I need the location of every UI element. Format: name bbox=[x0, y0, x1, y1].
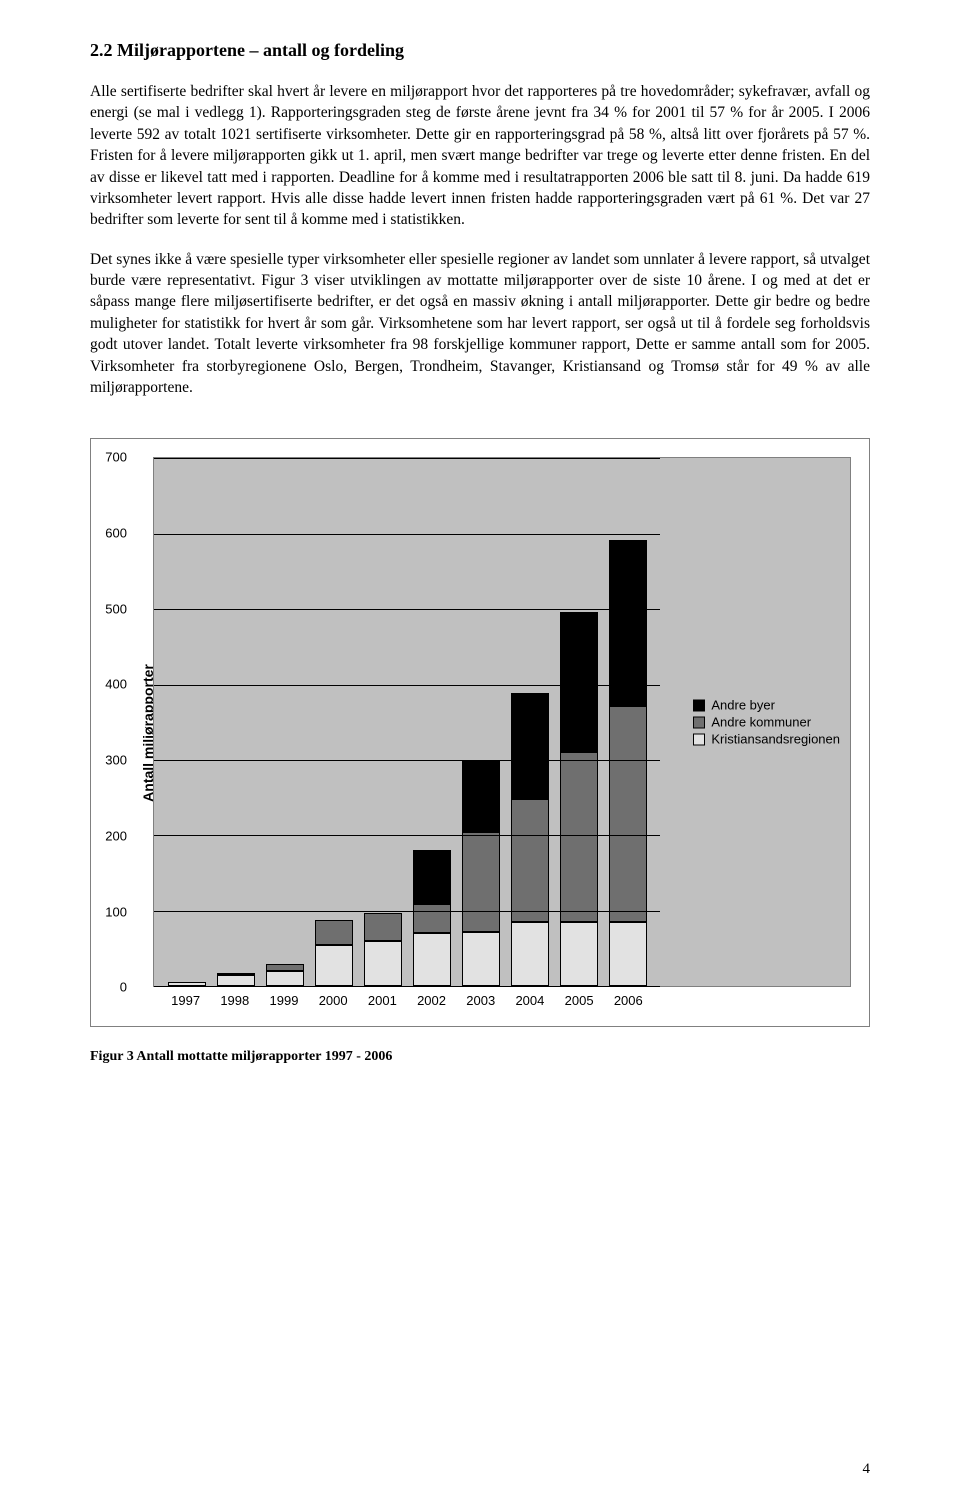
x-tick: 2005 bbox=[560, 993, 598, 1008]
bar-segment bbox=[413, 904, 451, 933]
bar-column bbox=[413, 850, 451, 986]
gridline bbox=[154, 458, 660, 459]
y-tick: 300 bbox=[105, 753, 127, 768]
bar-segment bbox=[315, 920, 353, 944]
chart-container: 0100200300400500600700 Antall miljørappo… bbox=[90, 438, 870, 1027]
x-tick: 1999 bbox=[265, 993, 303, 1008]
legend-swatch bbox=[693, 716, 705, 728]
bar-column bbox=[266, 964, 304, 987]
paragraph-2: Det synes ikke å være spesielle typer vi… bbox=[90, 249, 870, 399]
bar-segment bbox=[364, 941, 402, 986]
gridline bbox=[154, 835, 660, 836]
bar-segment bbox=[462, 761, 500, 831]
bar-segment bbox=[609, 922, 647, 986]
bar-segment bbox=[364, 913, 402, 941]
x-tick: 2004 bbox=[511, 993, 549, 1008]
y-tick: 100 bbox=[105, 904, 127, 919]
x-tick: 1998 bbox=[216, 993, 254, 1008]
section-heading: 2.2 Miljørapportene – antall og fordelin… bbox=[90, 40, 870, 61]
bar-column bbox=[364, 913, 402, 986]
y-axis: 0100200300400500600700 bbox=[91, 457, 131, 987]
x-tick: 2006 bbox=[609, 993, 647, 1008]
gridline bbox=[154, 534, 660, 535]
x-tick: 1997 bbox=[167, 993, 205, 1008]
gridline bbox=[154, 986, 660, 987]
bar-segment bbox=[266, 964, 304, 972]
page-number: 4 bbox=[863, 1461, 871, 1478]
y-tick: 600 bbox=[105, 525, 127, 540]
figure-caption: Figur 3 Antall mottatte miljørapporter 1… bbox=[90, 1049, 870, 1065]
bars-group bbox=[154, 458, 660, 986]
y-tick: 0 bbox=[120, 980, 127, 995]
bar-segment bbox=[315, 945, 353, 987]
bar-segment bbox=[511, 693, 549, 799]
legend-label: Kristiansandsregionen bbox=[711, 732, 840, 747]
bar-column bbox=[511, 693, 549, 987]
bar-column bbox=[315, 920, 353, 986]
bar-segment bbox=[217, 975, 255, 986]
x-axis: 1997 1998 1999 2000 2001 2002 2003 2004 2005 2006 bbox=[153, 987, 851, 1008]
plot-area: Andre byer Andre kommuner Kristiansandsreg… bbox=[153, 457, 851, 987]
bar-segment bbox=[413, 933, 451, 986]
bar-segment bbox=[511, 799, 549, 922]
bar-column bbox=[609, 540, 647, 987]
bar-segment bbox=[609, 540, 647, 707]
bar-segment bbox=[462, 832, 500, 932]
legend-row: Kristiansandsregionen bbox=[693, 732, 840, 747]
bar-segment bbox=[413, 850, 451, 905]
y-tick: 200 bbox=[105, 828, 127, 843]
bar-column bbox=[560, 612, 598, 987]
x-tick: 2003 bbox=[462, 993, 500, 1008]
legend-label: Andre byer bbox=[711, 698, 775, 713]
gridline bbox=[154, 609, 660, 610]
legend: Andre byer Andre kommuner Kristiansandsreg… bbox=[683, 690, 850, 755]
gridline bbox=[154, 911, 660, 912]
x-tick: 2002 bbox=[413, 993, 451, 1008]
gridline bbox=[154, 760, 660, 761]
bar-segment bbox=[560, 752, 598, 922]
y-tick: 500 bbox=[105, 601, 127, 616]
legend-row: Andre kommuner bbox=[693, 715, 840, 730]
legend-swatch bbox=[693, 699, 705, 711]
legend-row: Andre byer bbox=[693, 698, 840, 713]
legend-label: Andre kommuner bbox=[711, 715, 811, 730]
paragraph-1: Alle sertifiserte bedrifter skal hvert å… bbox=[90, 81, 870, 231]
x-tick: 2000 bbox=[314, 993, 352, 1008]
bar-segment bbox=[511, 922, 549, 986]
y-tick: 700 bbox=[105, 450, 127, 465]
legend-swatch bbox=[693, 733, 705, 745]
bar-segment bbox=[560, 922, 598, 986]
bar-column bbox=[462, 761, 500, 986]
x-tick: 2001 bbox=[363, 993, 401, 1008]
bar-segment bbox=[462, 932, 500, 987]
bar-column bbox=[217, 973, 255, 986]
bar-segment bbox=[266, 971, 304, 986]
plot-inner bbox=[154, 458, 660, 986]
y-tick: 400 bbox=[105, 677, 127, 692]
bar-segment bbox=[560, 612, 598, 752]
gridline bbox=[154, 685, 660, 686]
bar-segment bbox=[609, 706, 647, 922]
